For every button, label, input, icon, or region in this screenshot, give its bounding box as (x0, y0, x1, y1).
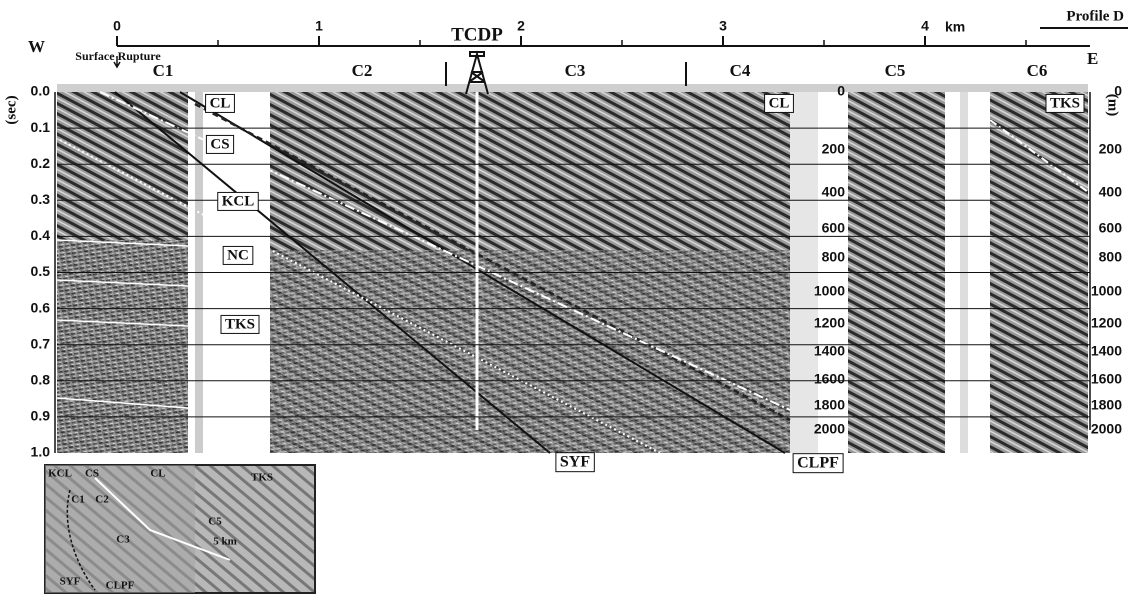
mid-depth-label: 1200 (814, 315, 845, 331)
tcdp-label: TCDP (451, 24, 503, 45)
surface-rupture: Surface Rupture (75, 49, 161, 63)
mid-depth-label: 400 (822, 184, 846, 200)
km-tick-label: 3 (719, 18, 727, 34)
sec-tick-label: 0.4 (31, 227, 51, 243)
unit-label: CL (210, 95, 231, 111)
inset-map (45, 465, 315, 593)
panel-c1-deep (57, 240, 188, 453)
depth-tick-label: 800 (1099, 249, 1123, 265)
mid-depth-label: 600 (822, 220, 846, 236)
inset-label: KCL (48, 468, 72, 480)
inset-label: CS (85, 468, 99, 480)
depth-tick-label: 1200 (1091, 315, 1122, 331)
km-tick-label: 0 (113, 18, 121, 34)
sec-tick-label: 0.2 (31, 155, 51, 171)
sec-tick-label: 0.6 (31, 299, 51, 315)
sec-tick-label: 0.0 (31, 83, 51, 99)
east-label: E (1087, 49, 1098, 68)
unit-label: NC (227, 247, 249, 263)
sec-tick-label: 0.8 (31, 372, 51, 388)
sec-tick-label: 0.5 (31, 263, 51, 279)
mid-depth-label: 800 (822, 249, 846, 265)
unit-label: TKS (1050, 95, 1080, 111)
depth-tick-label: 400 (1099, 184, 1123, 200)
unit-label: TKS (225, 316, 255, 332)
inset-label: C3 (116, 534, 130, 546)
depth-tick-label: 1400 (1091, 343, 1122, 359)
inset-label: C5 (208, 516, 222, 528)
segment-label: C5 (885, 61, 906, 80)
km-tick-label: 2 (517, 18, 525, 34)
unit-label: CL (769, 95, 790, 111)
segment-label: C4 (730, 61, 751, 80)
inset-shade (45, 465, 195, 593)
sec-tick-label: 1.0 (31, 444, 51, 460)
mid-depth-label: 2000 (814, 421, 845, 437)
mid-depth-label: 1400 (814, 343, 845, 359)
west-label: W (28, 37, 45, 56)
depth-tick-label: 2000 (1091, 421, 1122, 437)
fault-label: CLPF (797, 455, 839, 472)
segment-label: C6 (1027, 61, 1048, 80)
fault-label: SYF (560, 454, 590, 471)
profile-label: Profile D (1066, 8, 1124, 24)
depth-tick-label: 1800 (1091, 397, 1122, 413)
inset-label: SYF (60, 576, 81, 588)
unit-label: KCL (222, 193, 255, 209)
inset-label: 5 km (213, 536, 237, 548)
inset-label: TKS (251, 472, 273, 484)
unit-label: CS (210, 136, 229, 152)
segment-label: C3 (565, 61, 586, 80)
panel-c2-c4-deep (270, 250, 790, 453)
depth-tick-label: 600 (1099, 220, 1123, 236)
km-tick-label: 4 (921, 18, 929, 34)
inset-label: CL (150, 468, 165, 480)
km-unit: km (945, 19, 965, 35)
sec-tick-label: 0.3 (31, 191, 51, 207)
mid-depth-label: 1600 (814, 371, 845, 387)
sec-tick-label: 0.7 (31, 335, 51, 351)
inset-label: CLPF (106, 580, 135, 592)
figure: W Ekm Profile D 0 1 2 3 4 (sec) 0.0 0.1 0.2 0.3 0.4 0.… (0, 0, 1128, 594)
segment-label: C1 (153, 61, 174, 80)
mid-depth-label: 1000 (814, 283, 845, 299)
inset-label: C2 (95, 494, 109, 506)
inset-label: C1 (71, 494, 84, 506)
sec-tick-label: 0.9 (31, 408, 51, 424)
depth-tick-label: 1000 (1091, 283, 1122, 299)
mid-depth-label: 200 (822, 141, 846, 157)
km-tick-label: 1 (315, 18, 323, 34)
mid-depth-label: 0 (837, 83, 845, 99)
mid-depth-label: 1800 (814, 397, 845, 413)
sec-tick-label: 0.1 (31, 119, 51, 135)
depth-tick-label: 200 (1099, 141, 1123, 157)
depth-tick-label: 1600 (1091, 371, 1122, 387)
sec-axis-label: (sec) (3, 95, 19, 124)
trace-header (57, 84, 1088, 92)
depth-tick-label: 0 (1114, 83, 1122, 99)
segment-label: C2 (352, 61, 373, 80)
